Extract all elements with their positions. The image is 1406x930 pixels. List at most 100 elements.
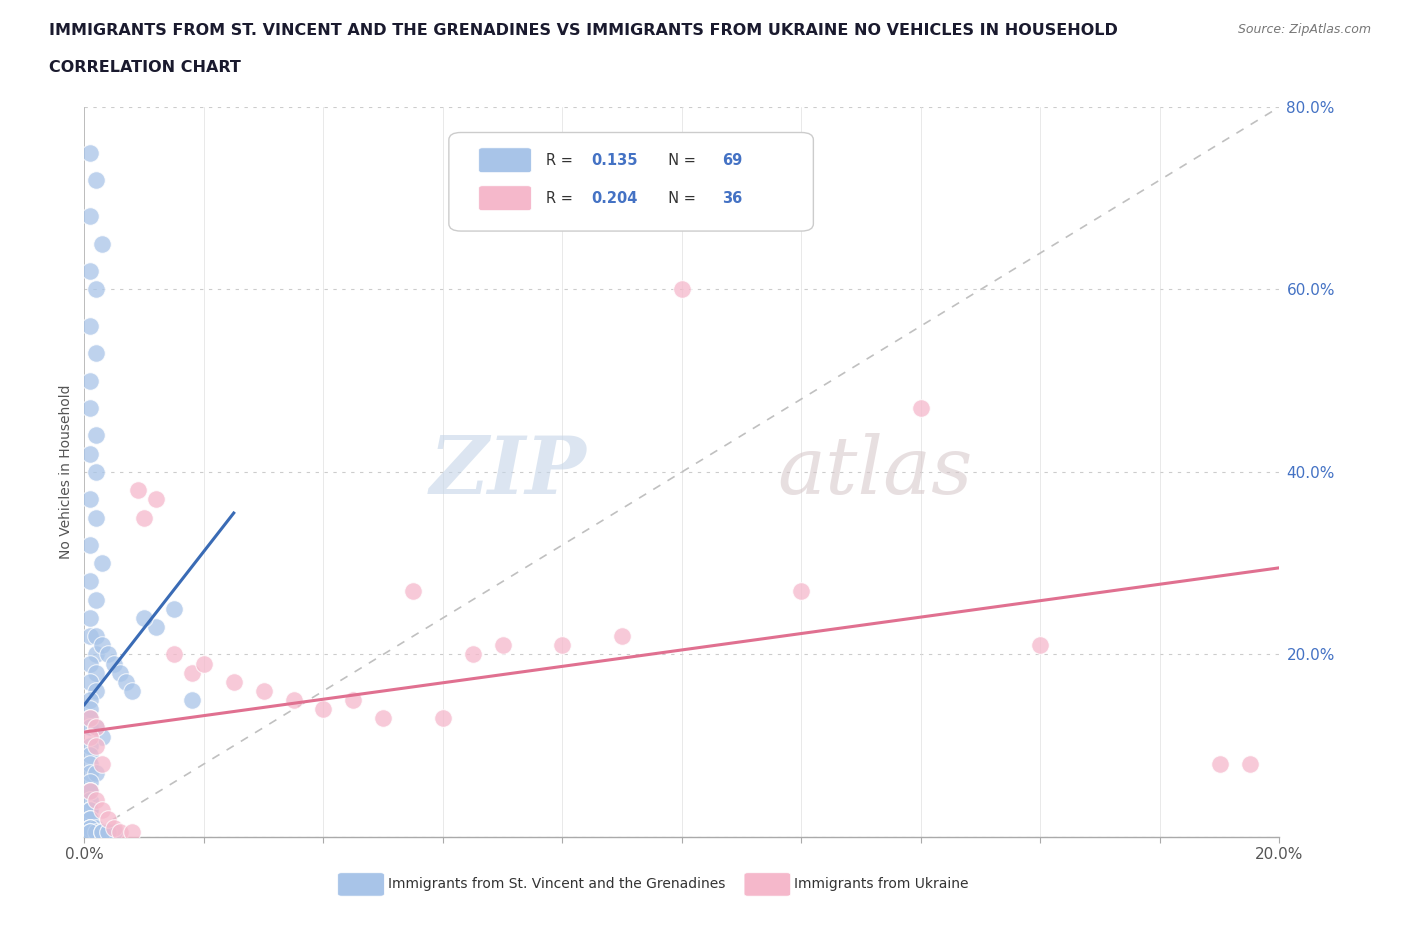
Text: Source: ZipAtlas.com: Source: ZipAtlas.com	[1237, 23, 1371, 36]
Point	[132, 511, 156, 525]
Point	[86, 684, 108, 698]
Point	[181, 693, 204, 708]
Point	[1029, 638, 1052, 653]
Point	[86, 820, 108, 835]
Text: R =: R =	[546, 191, 578, 206]
Point	[79, 811, 101, 826]
Point	[86, 793, 108, 808]
Point	[91, 556, 114, 571]
Point	[110, 825, 132, 840]
Point	[671, 282, 693, 297]
Point	[115, 674, 138, 689]
Point	[86, 647, 108, 662]
Point	[91, 803, 114, 817]
FancyBboxPatch shape	[744, 872, 790, 897]
Point	[79, 401, 101, 416]
Point	[86, 465, 108, 480]
Point	[79, 693, 101, 708]
Point	[86, 511, 108, 525]
Point	[79, 757, 101, 772]
Text: IMMIGRANTS FROM ST. VINCENT AND THE GRENADINES VS IMMIGRANTS FROM UKRAINE NO VEH: IMMIGRANTS FROM ST. VINCENT AND THE GREN…	[49, 23, 1118, 38]
Text: R =: R =	[546, 153, 578, 167]
Point	[91, 638, 114, 653]
Point	[342, 693, 364, 708]
Point	[79, 492, 101, 507]
Point	[97, 825, 120, 840]
Point	[86, 825, 108, 840]
Point	[86, 346, 108, 361]
Point	[91, 236, 114, 251]
Text: CORRELATION CHART: CORRELATION CHART	[49, 60, 240, 75]
Point	[91, 757, 114, 772]
Point	[79, 711, 101, 725]
Point	[163, 647, 186, 662]
Point	[79, 793, 101, 808]
Point	[373, 711, 395, 725]
Point	[79, 820, 101, 835]
Point	[103, 657, 125, 671]
Point	[492, 638, 515, 653]
Text: ZIP: ZIP	[429, 433, 586, 511]
Point	[86, 720, 108, 735]
Point	[79, 825, 101, 840]
Point	[79, 538, 101, 552]
Point	[103, 820, 125, 835]
Point	[79, 209, 101, 224]
Text: 0.135: 0.135	[591, 153, 637, 167]
Point	[79, 720, 101, 735]
Point	[253, 684, 276, 698]
Point	[86, 720, 108, 735]
Point	[193, 657, 215, 671]
Point	[86, 738, 108, 753]
Text: 36: 36	[723, 191, 742, 206]
Point	[145, 619, 167, 634]
Point	[79, 738, 101, 753]
Point	[91, 729, 114, 744]
Point	[79, 674, 101, 689]
Point	[86, 592, 108, 607]
Point	[86, 173, 108, 188]
Text: N =: N =	[659, 153, 700, 167]
Point	[163, 602, 186, 617]
Point	[1209, 757, 1232, 772]
Point	[79, 820, 101, 835]
Point	[86, 629, 108, 644]
Point	[461, 647, 484, 662]
Point	[97, 811, 120, 826]
Point	[79, 657, 101, 671]
Point	[551, 638, 574, 653]
Point	[79, 702, 101, 717]
Point	[79, 729, 101, 744]
Point	[79, 803, 101, 817]
Point	[79, 784, 101, 799]
Point	[79, 711, 101, 725]
Point	[121, 684, 143, 698]
Point	[79, 748, 101, 763]
Point	[91, 825, 114, 840]
Point	[97, 825, 120, 840]
Point	[402, 583, 425, 598]
Point	[283, 693, 305, 708]
Point	[91, 825, 114, 840]
Point	[79, 784, 101, 799]
Point	[121, 825, 143, 840]
Text: atlas: atlas	[778, 433, 973, 511]
Point	[103, 825, 125, 840]
Point	[79, 820, 101, 835]
Point	[432, 711, 454, 725]
Point	[79, 373, 101, 388]
Point	[132, 611, 156, 626]
Point	[79, 784, 101, 799]
Text: 0.204: 0.204	[591, 191, 637, 206]
Point	[86, 428, 108, 443]
Point	[79, 811, 101, 826]
FancyBboxPatch shape	[479, 186, 531, 210]
Text: 69: 69	[723, 153, 742, 167]
Point	[79, 803, 101, 817]
Point	[79, 825, 101, 840]
Y-axis label: No Vehicles in Household: No Vehicles in Household	[59, 385, 73, 559]
Text: Immigrants from Ukraine: Immigrants from Ukraine	[794, 877, 969, 892]
Point	[79, 574, 101, 589]
Point	[1239, 757, 1261, 772]
Point	[86, 282, 108, 297]
